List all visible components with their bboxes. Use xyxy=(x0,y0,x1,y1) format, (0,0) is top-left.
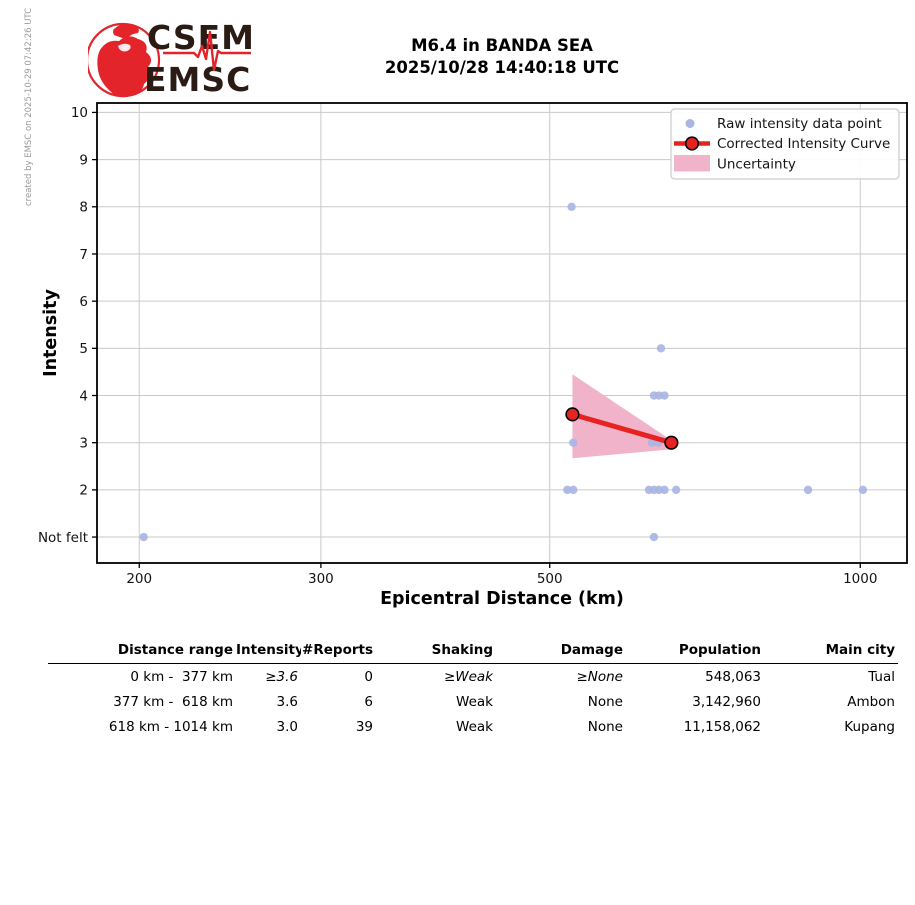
y-tick-label: 10 xyxy=(71,105,88,121)
table-row: 377 km - 618 km 3.6 6 Weak None 3,142,960 Ambo… xyxy=(48,689,898,714)
summary-table-head: Distance range Intensity #Reports Shaking Da… xyxy=(48,637,898,664)
table-cell: ≥3.6 xyxy=(265,668,298,685)
table-cell: 3,142,960 xyxy=(692,693,761,710)
raw-data-point xyxy=(567,202,576,211)
legend-raw-point-marker xyxy=(685,119,695,128)
legend-label-uncertainty: Uncertainty xyxy=(717,157,796,173)
raw-data-point xyxy=(139,532,148,542)
globe-icon xyxy=(88,22,161,98)
y-tick-label: 6 xyxy=(79,294,88,310)
raw-data-point xyxy=(649,532,659,542)
legend-box xyxy=(670,108,900,180)
table-cell: 3.0 xyxy=(276,718,298,735)
table-cell: 39 xyxy=(355,718,373,735)
raw-data-point xyxy=(803,485,813,495)
table-header-cell: Population xyxy=(626,637,764,664)
summary-table-body: 0 km - 377 km ≥3.6 0 ≥Weak ≥None 548,063 Tual 3… xyxy=(48,664,898,740)
raw-data-point xyxy=(656,344,666,353)
axis-ticks: 200 300 500 1000 10 9 8 7 6 5 4 3 2 Not felt xyxy=(38,105,877,587)
table-cell: Kupang xyxy=(844,718,895,735)
table-cell: 548,063 xyxy=(705,668,761,685)
table-cell: Weak xyxy=(456,693,493,710)
event-datetime: 2025/10/28 14:40:18 UTC xyxy=(384,58,620,77)
table-cell: 618 km - 1014 km xyxy=(108,718,233,735)
legend-curve-marker xyxy=(684,136,700,151)
logo-text-emsc: EMSC xyxy=(144,60,251,99)
legend-label-raw: Raw intensity data point xyxy=(717,116,882,132)
x-tick-label: 200 xyxy=(126,571,152,587)
raw-data-point xyxy=(858,485,868,495)
summary-table: Distance range Intensity #Reports Shaking Da… xyxy=(48,637,898,739)
raw-data-point xyxy=(660,391,669,400)
table-cell: Ambon xyxy=(847,693,895,710)
x-axis-label: Epicentral Distance (km) xyxy=(380,589,624,609)
raw-data-point xyxy=(569,485,578,495)
chart-title-block: M6.4 in BANDA SEA 2025/10/28 14:40:18 UT… xyxy=(97,35,907,79)
table-cell: 377 km - 618 km xyxy=(113,693,233,710)
corrected-curve-marker xyxy=(664,435,679,450)
table-cell: ≥Weak xyxy=(443,668,493,685)
table-header-row: Distance range Intensity #Reports Shaking Da… xyxy=(48,637,898,664)
raw-data-point xyxy=(569,438,578,447)
table-cell: Weak xyxy=(456,718,493,735)
table-cell: 6 xyxy=(364,693,373,710)
table-header-cell: Main city xyxy=(764,637,898,664)
legend-label-curve: Corrected Intensity Curve xyxy=(717,136,890,152)
event-title: M6.4 in BANDA SEA xyxy=(411,36,593,55)
corrected-curve-marker xyxy=(565,407,580,422)
table-header-cell: Shaking xyxy=(376,637,496,664)
table-header-cell: Distance range xyxy=(48,637,236,664)
y-tick-label: 5 xyxy=(79,341,88,357)
emsc-logo: CSEM EMSC xyxy=(88,18,254,99)
x-tick-label: 300 xyxy=(308,571,334,587)
raw-data-point xyxy=(647,438,657,447)
table-cell: ≥None xyxy=(576,668,623,685)
plot-border xyxy=(96,102,908,564)
raw-data-point xyxy=(671,485,681,495)
table-cell: 11,158,062 xyxy=(683,718,761,735)
table-cell: None xyxy=(587,693,623,710)
x-tick-label: 1000 xyxy=(843,571,877,587)
table-header-cell: Damage xyxy=(496,637,626,664)
corrected-intensity-curve xyxy=(565,407,679,450)
seismogram-icon xyxy=(163,30,251,72)
table-header-cell: #Reports xyxy=(301,637,376,664)
table-cell: Tual xyxy=(868,668,895,685)
table-cell: 0 xyxy=(364,668,373,685)
y-tick-label: 8 xyxy=(79,200,88,216)
table-cell: None xyxy=(587,718,623,735)
raw-data-points xyxy=(139,202,868,542)
raw-data-point xyxy=(563,485,572,495)
gridlines xyxy=(97,103,907,563)
y-tick-label: 4 xyxy=(79,388,88,404)
x-tick-label: 500 xyxy=(537,571,563,587)
y-axis-label: Intensity xyxy=(41,288,61,376)
intensity-chart: 200 300 500 1000 10 9 8 7 6 5 4 3 2 Not felt Intensit… xyxy=(38,102,908,609)
table-header-cell: Intensity xyxy=(236,637,301,664)
raw-data-point xyxy=(660,485,669,495)
y-tick-label: Not felt xyxy=(38,530,88,546)
table-row: 0 km - 377 km ≥3.6 0 ≥Weak ≥None 548,063 Tual xyxy=(48,664,898,690)
table-cell: 3.6 xyxy=(276,693,298,710)
y-tick-label: 7 xyxy=(79,247,88,263)
corrected-curve-line xyxy=(569,411,674,446)
y-tick-label: 9 xyxy=(79,152,88,168)
y-tick-label: 3 xyxy=(79,435,88,451)
y-tick-label: 2 xyxy=(79,483,88,499)
chart-legend: Raw intensity data point Corrected Inten… xyxy=(670,108,900,180)
table-row: 618 km - 1014 km 3.0 39 Weak None 11,158,062 K… xyxy=(48,714,898,739)
table-cell: 0 km - 377 km xyxy=(130,668,233,685)
legend-uncertainty-swatch xyxy=(674,155,710,172)
